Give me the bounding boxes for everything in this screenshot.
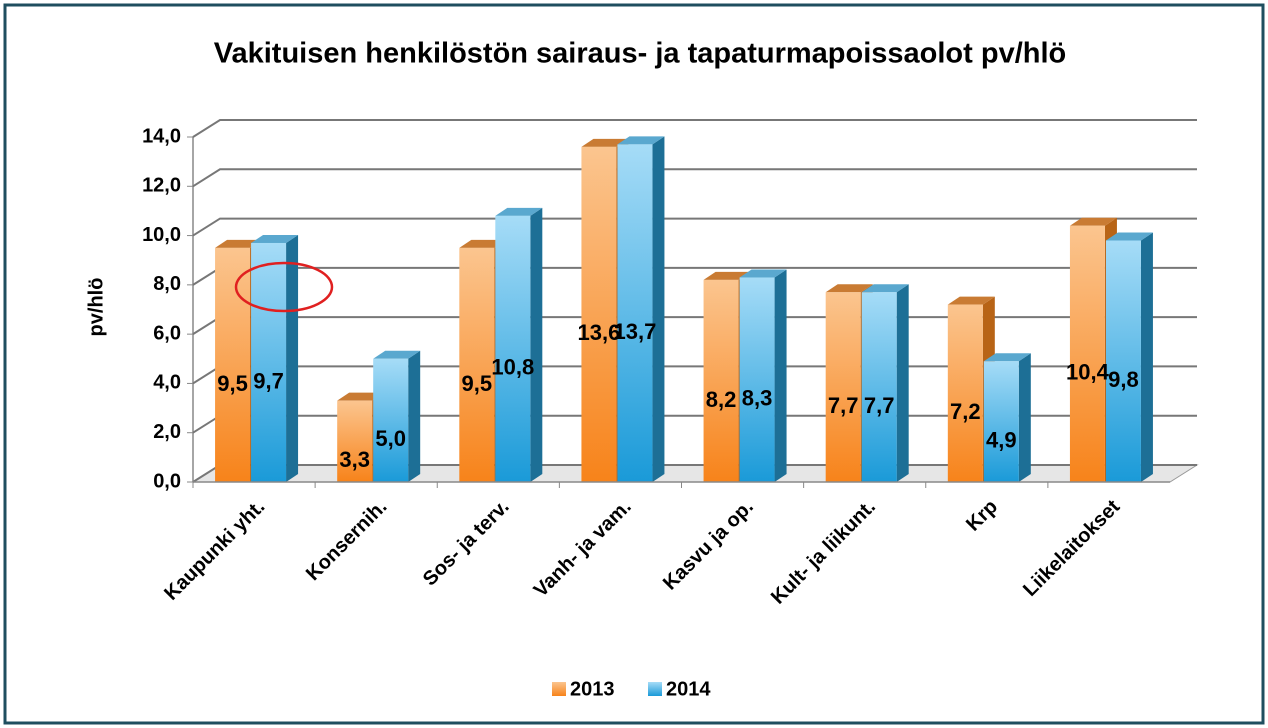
y-tick-label: 12,0: [142, 175, 181, 197]
value-label: 10,8: [491, 355, 534, 380]
bar-top: [739, 269, 787, 278]
bar-side: [1140, 232, 1153, 482]
value-label: 9,5: [217, 371, 248, 396]
y-tick-label: 14,0: [142, 125, 181, 147]
y-tick-label: 8,0: [153, 273, 181, 295]
bar: [459, 247, 495, 482]
chart-title: Vakituisen henkilöstön sairaus- ja tapat…: [214, 38, 1066, 70]
value-label: 4,9: [986, 427, 1017, 452]
value-label: 9,7: [253, 368, 284, 393]
bar-top: [251, 234, 299, 243]
y-tick-label: 2,0: [153, 421, 181, 443]
grid-line: [192, 119, 1197, 138]
bar-side: [896, 284, 909, 482]
bar-side: [1018, 353, 1031, 482]
bar: [495, 215, 531, 482]
value-label: 7,7: [864, 393, 895, 418]
bar-top: [495, 207, 543, 216]
legend-label: 2014: [666, 678, 711, 700]
value-label: 9,8: [1108, 367, 1139, 392]
bar-top: [581, 138, 629, 147]
value-label: 9,5: [462, 371, 493, 396]
bar: [215, 247, 251, 482]
y-tick-label: 0,0: [153, 470, 181, 492]
y-tick-label: 4,0: [153, 372, 181, 394]
y-tick-label: 10,0: [142, 224, 181, 246]
bar-side: [408, 350, 421, 482]
value-label: 8,3: [742, 386, 773, 411]
bar: [617, 144, 653, 482]
value-label: 8,2: [706, 387, 737, 412]
legend-swatch: [648, 682, 662, 696]
bar-top: [617, 136, 665, 145]
bar-top: [459, 239, 507, 248]
bar: [373, 358, 409, 482]
bar-top: [373, 350, 421, 359]
bar-side: [774, 269, 787, 482]
bar-side: [286, 234, 299, 482]
bar-top: [861, 284, 909, 293]
grid-line: [192, 168, 1197, 188]
bar: [861, 292, 897, 482]
bar: [947, 304, 983, 482]
value-label: 7,2: [950, 399, 981, 424]
bar-top: [337, 392, 385, 401]
bar-top: [983, 353, 1031, 362]
value-label: 10,4: [1066, 360, 1110, 385]
value-label: 13,7: [614, 319, 657, 344]
bar: [581, 146, 617, 482]
value-label: 7,7: [828, 393, 859, 418]
grid-line: [192, 217, 1197, 237]
bar: [739, 277, 775, 482]
bar: [825, 292, 861, 482]
bar: [983, 361, 1019, 482]
bar: [1105, 240, 1141, 482]
bar: [1069, 225, 1105, 482]
bar: [251, 242, 287, 482]
bar-side: [652, 136, 665, 482]
bar-top: [1069, 217, 1117, 226]
value-label: 5,0: [375, 426, 406, 451]
legend-label: 2013: [570, 678, 615, 700]
bar-top: [215, 239, 263, 248]
bar-top: [947, 296, 995, 305]
bar-top: [825, 284, 873, 293]
y-axis-label: pv/hlö: [85, 278, 107, 337]
bar-top: [703, 271, 751, 280]
legend-swatch: [552, 682, 566, 696]
highlight-circle: [234, 261, 334, 313]
bar: [337, 400, 373, 482]
bar: [703, 279, 739, 482]
value-label: 13,6: [578, 320, 621, 345]
bar-side: [530, 207, 543, 482]
y-tick-label: 6,0: [153, 322, 181, 344]
value-label: 3,3: [339, 447, 370, 472]
bar-top: [1105, 232, 1153, 241]
